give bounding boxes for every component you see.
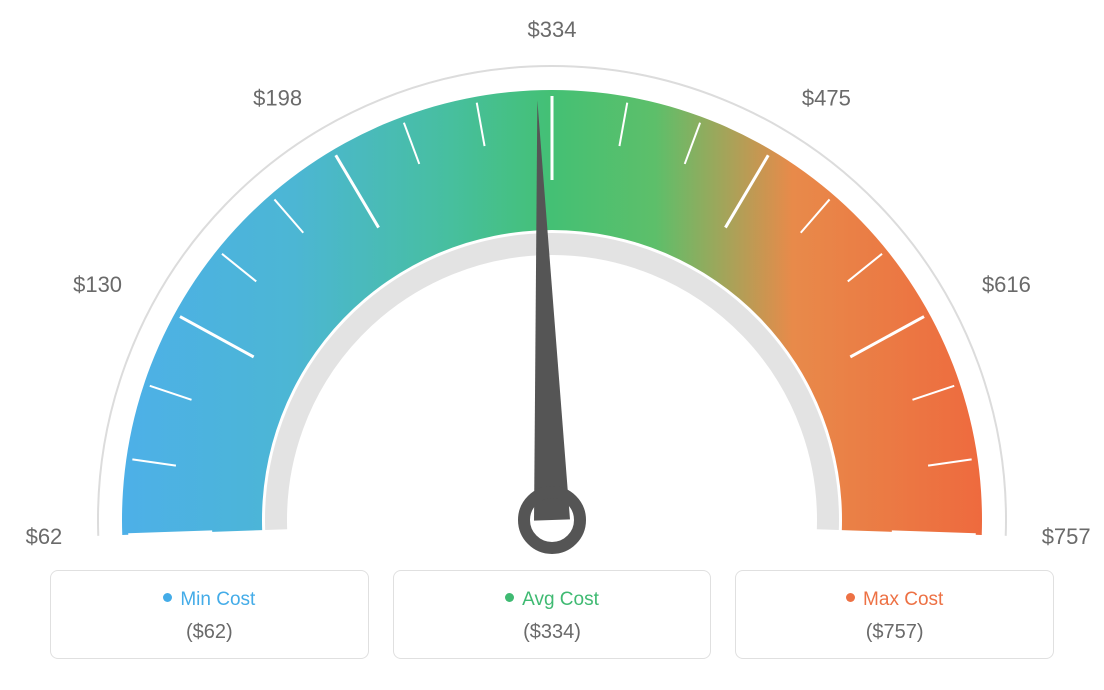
svg-text:$616: $616	[982, 272, 1031, 297]
legend-label-avg: Avg Cost	[404, 589, 701, 611]
svg-text:$62: $62	[26, 524, 63, 549]
svg-text:$198: $198	[253, 86, 302, 111]
legend-label-max: Max Cost	[746, 589, 1043, 611]
legend-label-min: Min Cost	[61, 589, 358, 611]
legend-card-min: Min Cost ($62)	[50, 570, 369, 659]
svg-text:$475: $475	[802, 86, 851, 111]
gauge-chart: $62 $130 $198 $334 $475 $616 $757	[0, 0, 1104, 560]
legend: Min Cost ($62) Avg Cost ($334) Max Cost …	[0, 570, 1104, 659]
svg-text:$334: $334	[528, 17, 577, 42]
legend-value-max: ($757)	[746, 621, 1043, 644]
legend-card-avg: Avg Cost ($334)	[393, 570, 712, 659]
svg-text:$757: $757	[1042, 524, 1091, 549]
svg-text:$130: $130	[73, 272, 122, 297]
legend-value-avg: ($334)	[404, 621, 701, 644]
legend-card-max: Max Cost ($757)	[735, 570, 1054, 659]
gauge-svg: $62 $130 $198 $334 $475 $616 $757	[0, 0, 1104, 560]
legend-value-min: ($62)	[61, 621, 358, 644]
